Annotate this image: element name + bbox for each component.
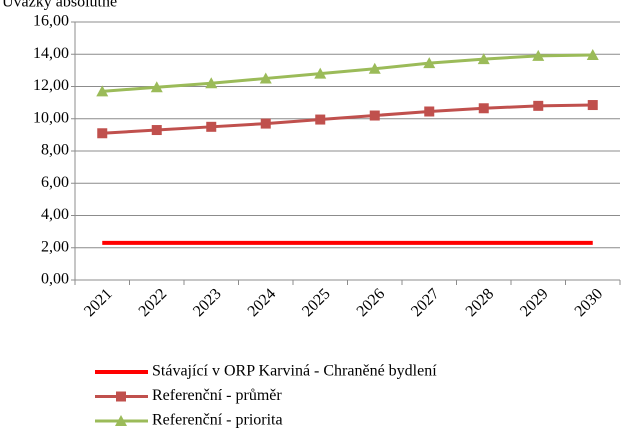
- marker: [259, 72, 272, 84]
- y-tick-label: 6,00: [41, 174, 69, 191]
- marker: [151, 125, 162, 136]
- x-tick-label: 2024: [245, 285, 280, 320]
- marker: [477, 53, 490, 65]
- marker: [97, 128, 108, 139]
- x-tick-label: 2025: [299, 285, 334, 320]
- marker: [116, 391, 126, 402]
- y-tick-label: 16,00: [33, 13, 69, 30]
- marker: [533, 100, 544, 111]
- marker: [368, 62, 381, 74]
- marker: [369, 110, 380, 121]
- y-tick-label: 2,00: [41, 238, 69, 255]
- marker: [205, 77, 218, 89]
- y-tick-label: 10,00: [33, 109, 69, 126]
- legend-label: Referenční - průměr: [152, 387, 282, 404]
- marker: [532, 49, 545, 61]
- marker: [587, 100, 598, 111]
- chart-title: Úvazky absolutně: [2, 0, 117, 11]
- x-tick-label: 2022: [136, 285, 171, 320]
- marker: [150, 81, 163, 93]
- x-tick-label: 2030: [572, 285, 607, 320]
- marker: [115, 415, 127, 426]
- legend-label: Referenční - priorita: [152, 412, 283, 429]
- y-tick-label: 12,00: [33, 77, 69, 94]
- marker: [315, 114, 326, 125]
- marker: [314, 67, 327, 79]
- x-tick-label: 2029: [517, 285, 552, 320]
- x-tick-label: 2026: [354, 285, 389, 320]
- y-tick-label: 4,00: [41, 206, 69, 223]
- marker: [96, 85, 109, 97]
- marker: [586, 49, 599, 61]
- x-tick-label: 2028: [463, 285, 498, 320]
- series-line: [102, 103, 593, 135]
- marker: [260, 118, 271, 129]
- series-line: [102, 53, 593, 93]
- x-tick-label: 2023: [190, 285, 225, 320]
- legend-label: Stávající v ORP Karviná - Chraněné bydle…: [152, 363, 437, 380]
- y-tick-label: 8,00: [41, 142, 69, 159]
- marker: [424, 106, 435, 117]
- y-tick-label: 0,00: [41, 271, 69, 288]
- y-tick-label: 14,00: [33, 45, 69, 62]
- x-tick-label: 2021: [81, 285, 116, 320]
- marker: [423, 57, 436, 69]
- x-tick-label: 2027: [408, 285, 443, 320]
- marker: [478, 103, 489, 114]
- marker: [206, 121, 217, 132]
